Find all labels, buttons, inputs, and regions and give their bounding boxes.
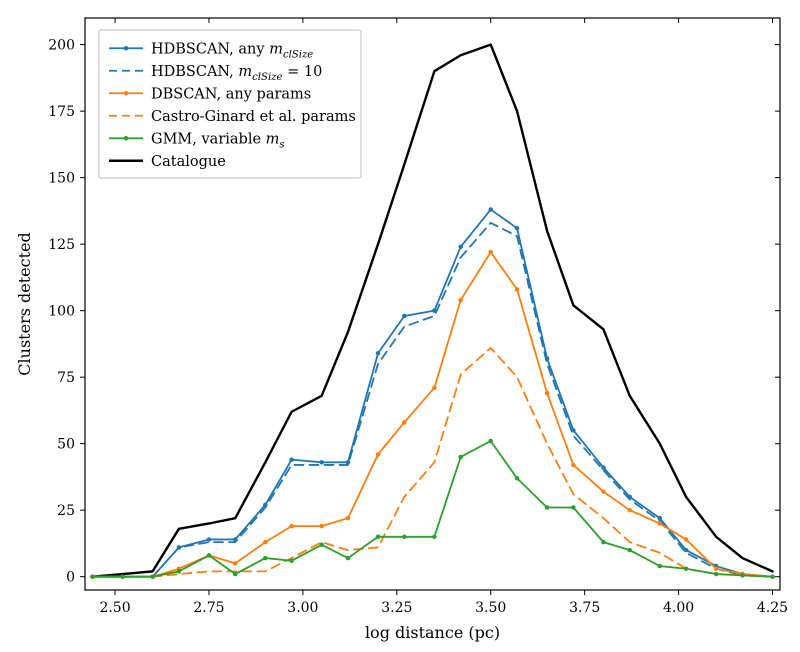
y-tick-label: 125 <box>48 237 75 253</box>
y-tick-label: 100 <box>48 304 75 320</box>
x-tick-label: 4.00 <box>663 600 694 616</box>
legend-label-cg-params: Castro-Ginard et al. params <box>151 109 356 125</box>
x-tick-label: 2.50 <box>99 600 130 616</box>
y-tick-label: 200 <box>48 38 75 54</box>
x-tick-label: 3.75 <box>569 600 600 616</box>
y-tick-label: 50 <box>57 437 75 453</box>
y-tick-label: 150 <box>48 171 75 187</box>
y-tick-label: 0 <box>66 570 75 586</box>
x-tick-label: 2.75 <box>193 600 224 616</box>
x-axis-label: log distance (pc) <box>365 623 500 642</box>
line-chart: 2.50 2.75 3.00 3.25 3.50 3.75 4.00 4.25 0 25 50 75 1… <box>0 0 800 652</box>
x-tick-label: 4.25 <box>757 600 788 616</box>
chart-container: 2.50 2.75 3.00 3.25 3.50 3.75 4.00 4.25 0 25 50 75 1… <box>0 0 800 652</box>
legend-label-catalogue: Catalogue <box>151 154 226 170</box>
legend-label-dbscan-any: DBSCAN, any params <box>151 86 311 102</box>
x-tick-label: 3.25 <box>381 600 412 616</box>
y-tick-label: 175 <box>48 104 75 120</box>
y-tick-label: 25 <box>57 503 75 519</box>
y-axis-label: Clusters detected <box>15 232 34 375</box>
x-tick-label: 3.00 <box>287 600 318 616</box>
y-tick-label: 75 <box>57 370 75 386</box>
x-tick-label: 3.50 <box>475 600 506 616</box>
